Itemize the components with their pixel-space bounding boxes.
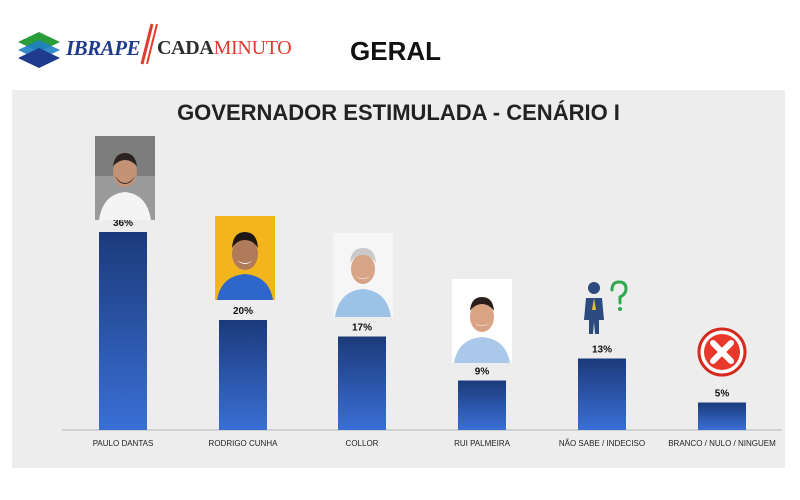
logo-slash-icon xyxy=(140,23,158,65)
bar-1 xyxy=(219,320,267,430)
data-label-3: 9% xyxy=(475,367,490,378)
bar-4 xyxy=(578,358,626,430)
category-label-5: BRANCO / NULO / NINGUEM xyxy=(668,439,776,448)
category-label-3: RUI PALMEIRA xyxy=(454,439,511,448)
data-label-1: 20% xyxy=(233,306,253,317)
data-label-5: 5% xyxy=(715,389,730,400)
category-label-4: NÃO SABE / INDECISO xyxy=(559,439,645,448)
page-title: GERAL xyxy=(350,36,441,66)
category-label-0: PAULO DANTAS xyxy=(93,439,154,448)
logo-ibrape: IBRAPE xyxy=(66,36,141,60)
chart-title: GOVERNADOR ESTIMULADA - CENÁRIO I xyxy=(177,100,620,125)
category-label-2: COLLOR xyxy=(346,439,379,448)
undecided-person-icon xyxy=(584,280,628,334)
photo-rui-palmeira xyxy=(452,279,512,363)
bar-0 xyxy=(99,232,147,430)
photo-rodrigo-cunha xyxy=(215,216,275,300)
red-x-icon xyxy=(697,327,747,377)
bar-2 xyxy=(338,336,386,430)
logo-cadaminuto: CADAMINUTO xyxy=(157,37,292,60)
photo-paulo-dantas xyxy=(95,136,155,220)
category-label-1: RODRIGO CUNHA xyxy=(209,439,279,448)
data-label-0: 36% xyxy=(113,218,133,229)
logo-minuto-text: MINUTO xyxy=(213,37,292,59)
photo-collor xyxy=(333,233,393,317)
bar-5 xyxy=(698,402,746,430)
bar-chart: 36% PAULO DANTAS 20% RODRIGO CUNHA 17% COLLOR… xyxy=(62,218,782,448)
data-label-2: 17% xyxy=(352,323,372,334)
header: IBRAPE CADAMINUTO GERAL xyxy=(0,0,800,85)
data-label-4: 13% xyxy=(592,345,612,356)
chart-panel: GOVERNADOR ESTIMULADA - CENÁRIO I 36% PAU… xyxy=(12,90,785,468)
logo-stack-icon xyxy=(18,32,60,68)
bar-3 xyxy=(458,380,506,430)
logo-cada-text: CADA xyxy=(157,37,214,59)
